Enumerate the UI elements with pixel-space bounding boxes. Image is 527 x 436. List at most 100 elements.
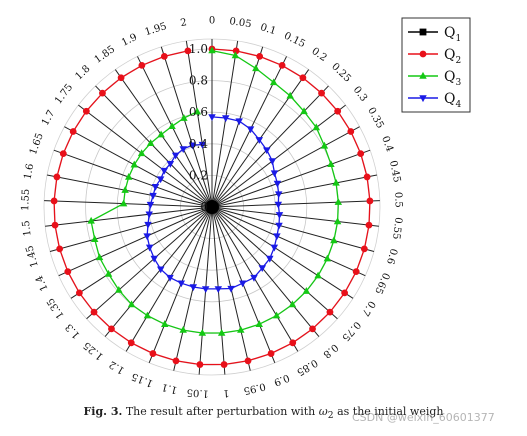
- series-q2-point-38: [138, 62, 146, 69]
- series-q3-point-22: [179, 325, 187, 333]
- series-q3-point-39: [180, 114, 188, 121]
- series-q2-point-1: [232, 47, 240, 55]
- series-q4-point-29: [144, 221, 152, 229]
- category-label-2: 0.1: [259, 22, 277, 37]
- category-label-22: 1.1: [161, 381, 179, 395]
- legend-subscript-q1: 1: [455, 34, 461, 44]
- spoke-15: [211, 206, 338, 320]
- series-q2-point-20: [220, 361, 228, 368]
- category-label-5: 0.25: [329, 61, 353, 84]
- series-q3-point-34: [130, 160, 139, 168]
- series-q3-point-16: [288, 300, 297, 308]
- radial-tick-label-3: 0.6: [189, 105, 208, 119]
- category-label-30: 1.5: [21, 220, 34, 237]
- series-q3-point-7: [320, 141, 329, 149]
- category-label-17: 0.85: [295, 357, 320, 378]
- category-label-33: 1.65: [28, 132, 46, 157]
- series-q4-point-24: [166, 274, 174, 282]
- series-q2-point-31: [50, 197, 58, 205]
- spoke-11: [211, 206, 379, 227]
- category-label-40: 2: [180, 17, 188, 29]
- category-label-8: 0.4: [379, 135, 395, 154]
- series-q2-point-24: [127, 339, 135, 347]
- category-label-36: 1.8: [73, 63, 92, 82]
- category-label-34: 1.7: [40, 109, 57, 128]
- series-q4-point-37: [171, 152, 180, 160]
- category-label-31: 1.55: [20, 189, 32, 212]
- series-q3-point-25: [127, 300, 136, 308]
- spoke-10: [211, 200, 380, 208]
- series-q2-point-17: [289, 339, 297, 347]
- series-q4-point-22: [189, 284, 198, 292]
- series-q4-point-26: [150, 255, 158, 263]
- series-q2-point-37: [117, 74, 125, 82]
- series-q3-point-35: [137, 149, 146, 157]
- series-q3-point-27: [104, 269, 113, 277]
- series-q4-point-38: [179, 146, 187, 154]
- spoke-13: [211, 206, 366, 277]
- spoke-29: [49, 206, 213, 252]
- category-label-20: 1: [223, 387, 230, 398]
- series-q3-point-37: [157, 130, 165, 138]
- series-q4-point-31: [146, 201, 155, 209]
- series-q2-point-19: [244, 357, 252, 365]
- legend-box: [401, 17, 471, 113]
- category-label-7: 0.35: [365, 106, 385, 131]
- series-q2-point-9: [363, 173, 371, 181]
- series-q2-point-40: [184, 47, 192, 55]
- series-q2-point-6: [334, 107, 342, 115]
- spoke-12: [211, 206, 375, 252]
- series-q2-point-27: [75, 289, 83, 297]
- category-label-14: 0.7: [359, 298, 377, 317]
- radial-tick-labels: 0 0.2 0.4 0.6 0.8 1.0: [189, 42, 208, 214]
- series-q3-point-32: [121, 186, 129, 193]
- series-q2-point-2: [256, 52, 264, 60]
- series-q3-point-38: [168, 122, 176, 130]
- series-layer: [50, 45, 374, 368]
- category-label-26: 1.3: [64, 321, 83, 340]
- series-q2-point-18: [267, 350, 275, 357]
- caption-text-before: The result after perturbation with: [125, 405, 316, 418]
- category-label-23: 1.15: [130, 370, 155, 389]
- series-q3: [87, 46, 343, 336]
- series-q3-point-33: [124, 173, 133, 180]
- series-q4-point-34: [156, 176, 165, 184]
- center-hub: [205, 200, 219, 214]
- series-q3-point-29: [90, 235, 99, 242]
- series-q3-point-10: [334, 198, 343, 205]
- category-label-3: 0.15: [282, 30, 307, 50]
- category-label-10: 0.5: [392, 192, 404, 208]
- series-q4-point-13: [273, 233, 281, 241]
- series-q3-point-31: [119, 199, 128, 207]
- legend-subscript-q2: 2: [455, 56, 461, 66]
- spoke-14: [211, 206, 354, 299]
- series-q4-point-12: [275, 222, 283, 230]
- series-q4: [143, 114, 284, 293]
- series-q4-point-19: [227, 285, 235, 293]
- legend-marker-q2: [419, 50, 427, 58]
- series-q2-point-14: [341, 289, 349, 297]
- series-q4-point-3: [246, 126, 255, 134]
- series-q3-point-24: [143, 311, 152, 319]
- series-q2-point-10: [366, 197, 374, 205]
- spoke-33: [53, 149, 213, 208]
- category-label-37: 1.85: [93, 44, 118, 66]
- series-q4-point-0: [208, 114, 216, 122]
- series-q4-point-32: [149, 192, 157, 200]
- series-q4-point-4: [255, 137, 264, 144]
- series-q4-point-15: [266, 255, 274, 263]
- category-label-19: 0.95: [242, 380, 266, 396]
- series-q2-point-35: [82, 107, 90, 115]
- series-q2-point-30: [51, 221, 59, 229]
- spoke-38: [137, 56, 213, 208]
- caption-label: Fig. 3.: [83, 405, 123, 418]
- series-q4-point-30: [145, 211, 153, 219]
- series-q4-point-27: [145, 244, 154, 252]
- series-q2-point-12: [360, 245, 368, 253]
- legend-subscript-q3: 3: [455, 78, 461, 88]
- series-q4-point-7: [270, 170, 279, 178]
- series-q2-point-33: [59, 150, 67, 157]
- spoke-5: [211, 85, 329, 208]
- category-label-38: 1.9: [120, 32, 139, 49]
